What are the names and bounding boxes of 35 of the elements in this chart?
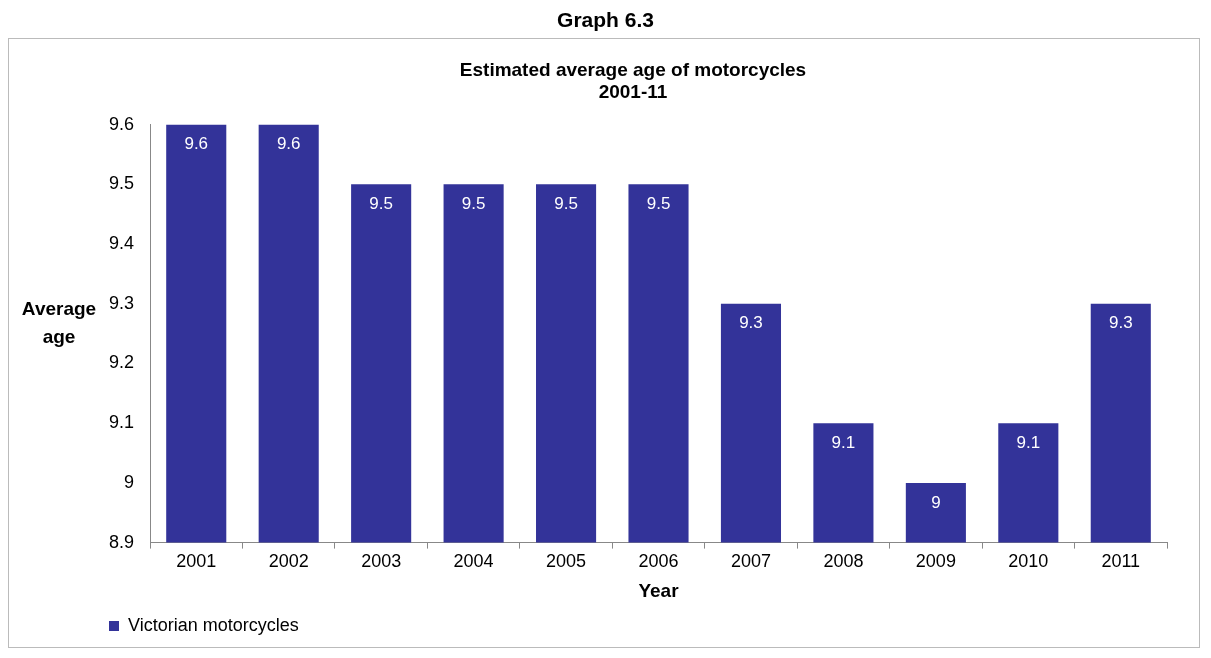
- data-label: 9.5: [554, 194, 578, 213]
- legend-label: Victorian motorcycles: [128, 614, 299, 635]
- x-tick-label: 2002: [268, 551, 309, 572]
- x-tick-label: 2008: [823, 551, 864, 572]
- x-tick-label: 2007: [730, 551, 771, 572]
- x-tick-label: 2010: [1008, 551, 1049, 572]
- x-tick-label: 2009: [915, 551, 956, 572]
- data-label: 9.5: [369, 194, 393, 213]
- y-axis-title: Average age: [21, 297, 97, 347]
- x-tick-label: 2004: [453, 551, 494, 572]
- x-tick-label: 2006: [638, 551, 679, 572]
- chart-title: Graph 6.3: [556, 8, 655, 33]
- y-tick-label: 9.5: [108, 173, 135, 194]
- y-tick-label: 9.6: [108, 113, 135, 134]
- data-label: 9.3: [739, 313, 763, 333]
- x-tick-label: 2003: [361, 551, 402, 572]
- y-tick-label: 9.2: [108, 352, 135, 373]
- x-axis-title: Year: [638, 579, 680, 601]
- data-label: 9.6: [184, 134, 209, 154]
- x-tick-label: 2001: [176, 551, 217, 572]
- x-tick-label: 2005: [546, 551, 587, 572]
- x-tick-label: 2011: [1101, 551, 1141, 572]
- data-label: 9.5: [461, 194, 486, 213]
- data-label: 9: [931, 492, 941, 512]
- data-label: 9.1: [1016, 432, 1041, 452]
- chart-subtitle: Estimated average age of motorcycles 2001-11: [459, 58, 807, 103]
- y-tick-label: 9: [124, 471, 135, 492]
- y-tick-label: 9.1: [108, 412, 135, 433]
- y-tick-label: 8.9: [108, 531, 135, 552]
- y-tick-label: 9.4: [108, 233, 135, 253]
- y-tick-label: 9.3: [108, 292, 135, 313]
- data-label: 9.6: [276, 134, 301, 154]
- data-label: 9.5: [646, 194, 671, 213]
- data-label: 9.3: [1108, 313, 1133, 333]
- data-label: 9.1: [831, 432, 856, 452]
